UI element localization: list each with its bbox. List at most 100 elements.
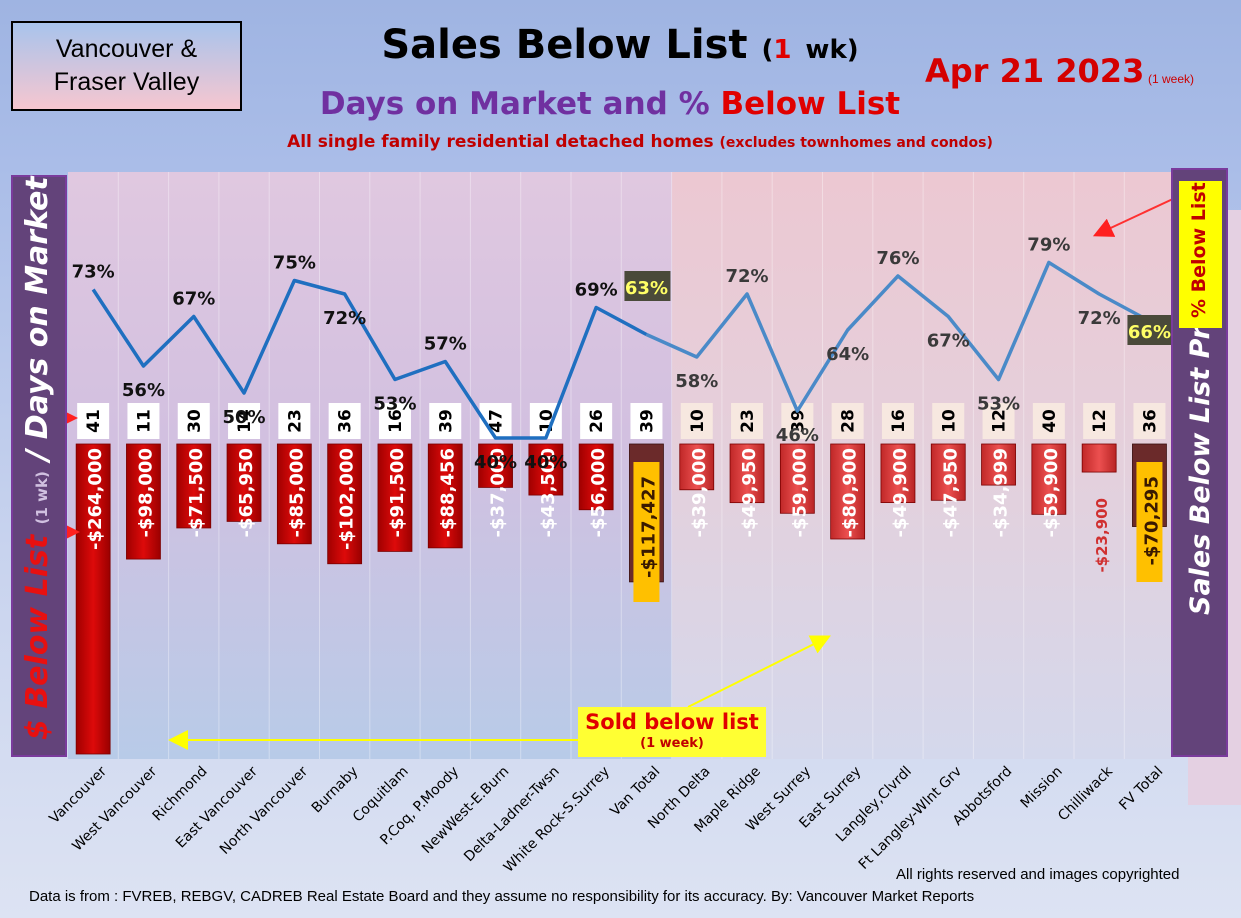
days-on-market-box	[680, 403, 713, 439]
pct-value-label: 40%	[524, 452, 567, 473]
sold-below-list-box: Sold below list (1 week)	[578, 707, 766, 757]
pct-value-label: 57%	[424, 334, 467, 355]
days-on-market-label: 10	[939, 409, 959, 433]
bar	[427, 443, 463, 549]
bar	[1031, 443, 1067, 515]
days-on-market-label: 12	[1090, 409, 1110, 433]
days-on-market-label: 39	[788, 409, 808, 433]
days-on-market-label: 16	[386, 409, 406, 433]
bar-value-label: -$88,456	[437, 448, 458, 537]
days-on-market-box	[378, 403, 411, 439]
bar-value-label: -$34,999	[991, 448, 1012, 537]
bar-value-label: -$59,900	[1041, 448, 1062, 537]
x-axis-label: West Vancouver	[69, 763, 160, 854]
bar	[528, 443, 564, 496]
bar	[226, 443, 262, 522]
pct-value-label: 67%	[172, 289, 215, 310]
x-axis-label: Ft Langley-Wlnt Grv	[856, 764, 965, 873]
bar-value-label: -$102,000	[337, 448, 358, 550]
days-on-market-label: 23	[285, 409, 305, 433]
title-paren-open: (	[761, 35, 774, 65]
pct-arrow	[1092, 197, 1176, 237]
subtitle-part-2: Below List	[720, 86, 901, 122]
pct-value-label: 63%	[625, 278, 668, 299]
bar-value-label: -$56,000	[588, 448, 609, 537]
x-axis-label: FV Total	[1116, 764, 1166, 814]
days-on-market-label: 16	[889, 409, 909, 433]
bar-value-label: -$80,900	[840, 448, 861, 537]
sold-box-line-2: (1 week)	[640, 736, 704, 751]
bar	[176, 443, 212, 529]
days-on-market-label: 10	[688, 409, 708, 433]
days-on-market-box	[278, 403, 311, 439]
bar	[478, 443, 513, 488]
pct-value-label: 67%	[927, 331, 970, 352]
right-axis-label: Sales Below List Price	[1185, 282, 1216, 615]
x-axis-label: Mission	[1018, 764, 1066, 812]
date-label: Apr 21 2023	[925, 52, 1145, 90]
pct-value-label: 53%	[977, 394, 1020, 415]
plot-background-vancouver	[68, 172, 672, 759]
pct-value-label: 69%	[575, 280, 618, 301]
days-on-market-label: 36	[336, 409, 356, 433]
main-title-text: Sales Below List	[381, 22, 748, 68]
bar	[679, 443, 715, 491]
days-on-market-label: 36	[1140, 409, 1160, 433]
region-box: Vancouver & Fraser Valley	[11, 21, 242, 111]
bar-value-label: -$117,427	[638, 476, 659, 578]
source-note: Data is from : FVREB, REBGV, CADREB Real…	[29, 888, 975, 905]
bar-value-label: -$71,500	[186, 448, 207, 537]
days-on-market-box	[831, 403, 864, 439]
pct-value-label: 46%	[776, 425, 819, 446]
subtitle-part-1: Days on Market and %	[319, 86, 721, 122]
bar-value-label: -$43,500	[538, 448, 559, 537]
bar	[729, 443, 765, 504]
pct-value-label: 79%	[1027, 235, 1070, 256]
days-on-market-label: 39	[637, 409, 657, 433]
bar-value-label: -$49,900	[890, 448, 911, 537]
days-on-market-label: 11	[134, 409, 154, 433]
pct-value-label: 56%	[122, 380, 165, 401]
left-axis-label-part-2: (1 wk)	[33, 471, 51, 525]
days-on-market-box	[328, 403, 361, 439]
pct-value-label: 66%	[1128, 322, 1171, 343]
pct-value-label: 72%	[726, 266, 769, 287]
pct-value-label: 64%	[826, 344, 869, 365]
left-axis-label: $ Below List (1 wk) / Days on Market	[20, 176, 55, 740]
copyright-notice: All rights reserved and images copyright…	[896, 866, 1180, 883]
bar-value-label: -$70,295	[1141, 476, 1162, 565]
subtitle: Days on Market and % Below List	[300, 86, 920, 122]
pct-below-list-box	[1179, 181, 1222, 328]
x-axis-label: Delta-Ladner-Twsn	[461, 764, 563, 866]
bar-label-background	[633, 462, 660, 602]
pct-value-label: 72%	[1078, 308, 1121, 329]
days-on-market-label: 23	[738, 409, 758, 433]
bar	[1081, 443, 1117, 473]
days-on-market-label: 26	[587, 409, 607, 433]
days-on-market-box	[1133, 403, 1166, 439]
x-axis-label: Burnaby	[309, 764, 362, 817]
bar-value-label: -$59,000	[789, 448, 810, 537]
days-on-market-box	[177, 403, 210, 439]
bar-value-label: -$65,950	[236, 448, 257, 537]
days-on-market-box	[228, 403, 261, 439]
title-paren-rest: wk)	[805, 35, 859, 65]
days-on-market-box	[429, 403, 462, 439]
days-on-market-box	[881, 403, 914, 439]
pct-value-label: 72%	[323, 308, 366, 329]
days-on-market-box	[580, 403, 613, 439]
region-line-1: Vancouver &	[55, 35, 198, 63]
bar-value-label: -$91,500	[387, 448, 408, 537]
bar	[779, 443, 815, 514]
pct-value-label: 53%	[373, 394, 416, 415]
days-on-market-label: 30	[185, 409, 205, 433]
bar-value-label: -$37,000	[488, 448, 509, 537]
bar	[578, 443, 614, 511]
pct-line-vancouver	[91, 278, 648, 440]
days-on-market-box	[1083, 403, 1116, 439]
bar	[75, 443, 111, 755]
pct-value-label: 73%	[72, 262, 115, 283]
days-on-market-label: 12	[990, 409, 1010, 433]
date-note: (1 week)	[1148, 72, 1195, 86]
subtitle-2-note: (excludes townhomes and condos)	[719, 135, 993, 151]
